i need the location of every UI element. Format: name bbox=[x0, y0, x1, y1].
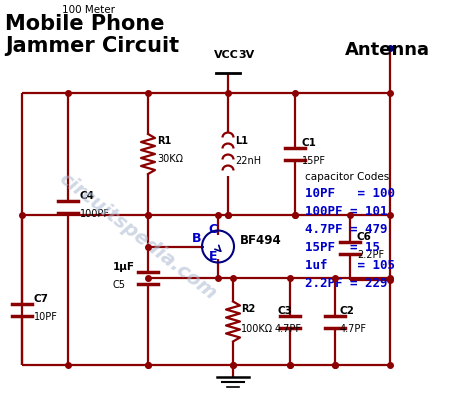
Text: C3: C3 bbox=[278, 306, 293, 316]
Text: 1µF: 1µF bbox=[113, 262, 135, 272]
Text: C2: C2 bbox=[340, 306, 355, 316]
Text: BF494: BF494 bbox=[240, 234, 282, 247]
Text: 10PF: 10PF bbox=[34, 312, 58, 322]
Text: circuitspedia.com: circuitspedia.com bbox=[55, 169, 220, 304]
Text: 1uf    = 105: 1uf = 105 bbox=[305, 259, 395, 272]
Text: Antenna: Antenna bbox=[345, 41, 430, 59]
Text: 4.7PF = 479: 4.7PF = 479 bbox=[305, 223, 388, 236]
Text: 10PF   = 100: 10PF = 100 bbox=[305, 187, 395, 200]
Text: 2.2PF = 229: 2.2PF = 229 bbox=[305, 277, 388, 290]
Text: 15PF: 15PF bbox=[302, 156, 326, 166]
Text: capacitor Codes: capacitor Codes bbox=[305, 172, 389, 182]
Text: 4.7PF: 4.7PF bbox=[340, 324, 367, 334]
Text: Jammer Circuit: Jammer Circuit bbox=[5, 36, 179, 56]
Text: 100PF = 101: 100PF = 101 bbox=[305, 205, 388, 218]
Text: 15PF  = 15: 15PF = 15 bbox=[305, 241, 380, 254]
Text: VCC: VCC bbox=[214, 50, 239, 60]
Text: C1: C1 bbox=[302, 138, 317, 148]
Text: B: B bbox=[192, 232, 201, 245]
Text: E: E bbox=[209, 250, 217, 263]
Text: 22nH: 22nH bbox=[235, 156, 261, 166]
Text: 100 Meter: 100 Meter bbox=[62, 5, 115, 15]
Text: C7: C7 bbox=[34, 294, 49, 304]
Text: R2: R2 bbox=[241, 303, 255, 314]
Text: Mobile Phone: Mobile Phone bbox=[5, 14, 164, 34]
Text: R1: R1 bbox=[157, 136, 171, 146]
Text: 100PF: 100PF bbox=[80, 209, 110, 219]
Text: L1: L1 bbox=[235, 136, 248, 146]
Text: C: C bbox=[209, 223, 218, 236]
Text: 30KΩ: 30KΩ bbox=[157, 154, 183, 164]
Text: 3V: 3V bbox=[238, 50, 254, 60]
Text: C6: C6 bbox=[357, 232, 372, 242]
Text: C5: C5 bbox=[113, 280, 126, 290]
Text: C4: C4 bbox=[80, 191, 95, 201]
Text: 100KΩ: 100KΩ bbox=[241, 324, 273, 334]
Text: 2.2PF: 2.2PF bbox=[357, 250, 384, 260]
Text: 4.7PF: 4.7PF bbox=[275, 324, 302, 334]
